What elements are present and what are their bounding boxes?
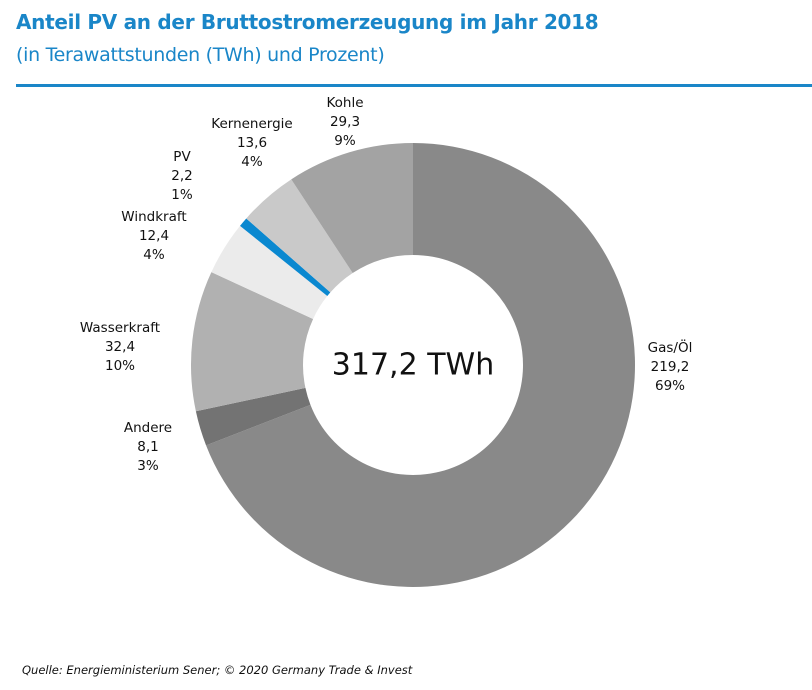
slice-kernenergie: [246, 179, 353, 293]
slice-pv: [240, 218, 331, 297]
label-value-gas-l: 219,2: [651, 359, 690, 375]
label-name-wasserkraft: Wasserkraft: [80, 320, 160, 336]
label-percent-kernenergie: 4%: [241, 154, 263, 170]
label-value-kernenergie: 13,6: [237, 135, 267, 151]
label-value-andere: 8,1: [137, 439, 158, 455]
slice-wasserkraft: [190, 272, 314, 412]
label-value-wasserkraft: 32,4: [105, 339, 135, 355]
slice-kohle: [291, 143, 413, 274]
slice-windkraft: [211, 225, 328, 319]
chart-title: Anteil PV an der Bruttostromerzeugung im…: [16, 10, 599, 34]
label-value-windkraft: 12,4: [139, 228, 169, 244]
label-percent-andere: 3%: [137, 458, 159, 474]
label-percent-kohle: 9%: [334, 133, 356, 149]
label-percent-gas-l: 69%: [655, 378, 685, 394]
title-divider: [16, 84, 812, 87]
label-name-kernenergie: Kernenergie: [211, 116, 292, 132]
center-total-label: 317,2 TWh: [332, 348, 494, 383]
label-name-andere: Andere: [124, 420, 172, 436]
label-percent-wasserkraft: 10%: [105, 358, 135, 374]
label-percent-windkraft: 4%: [143, 247, 165, 263]
source-note: Quelle: Energieministerium Sener; © 2020…: [22, 663, 413, 677]
label-value-pv: 2,2: [171, 168, 192, 184]
slice-gas-l: [206, 143, 635, 587]
label-value-kohle: 29,3: [330, 114, 360, 130]
label-name-gas-l: Gas/Öl: [648, 338, 693, 356]
label-percent-pv: 1%: [171, 187, 193, 203]
label-name-windkraft: Windkraft: [121, 209, 186, 225]
chart-subtitle: (in Terawattstunden (TWh) und Prozent): [16, 44, 385, 66]
slice-andere: [195, 387, 311, 446]
label-name-kohle: Kohle: [326, 95, 363, 111]
label-name-pv: PV: [173, 149, 191, 165]
